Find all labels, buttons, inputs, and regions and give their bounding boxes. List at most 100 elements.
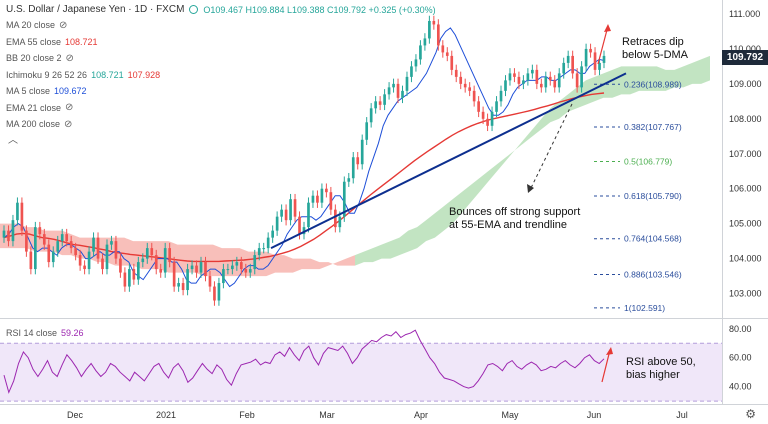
candle-body bbox=[504, 80, 507, 91]
candle-body bbox=[548, 76, 552, 81]
candle-body bbox=[468, 87, 472, 91]
price-tick-label: 109.000 bbox=[729, 79, 762, 89]
candle-body bbox=[387, 87, 391, 95]
legend-row[interactable]: MA 20 close ⊘ bbox=[6, 18, 67, 32]
candle-body bbox=[128, 269, 131, 287]
candle-body bbox=[557, 73, 561, 88]
candle-body bbox=[60, 234, 64, 242]
candle-body bbox=[517, 76, 521, 84]
candle-body bbox=[584, 48, 588, 67]
candle-body bbox=[598, 62, 601, 70]
candle-body bbox=[101, 258, 104, 270]
candle-body bbox=[307, 202, 310, 228]
candle-body bbox=[405, 76, 409, 91]
price-tick-label: 110.000 bbox=[729, 44, 761, 54]
candle-body bbox=[105, 244, 109, 270]
legend-row[interactable]: BB 20 close 2 ⊘ bbox=[6, 51, 74, 65]
candle-body bbox=[275, 216, 279, 231]
collapse-legend-icon[interactable]: ︿ bbox=[8, 135, 18, 146]
candle-body bbox=[410, 66, 413, 77]
candle-body bbox=[477, 101, 480, 112]
candle-body bbox=[450, 55, 454, 70]
legend-value: 108.721 bbox=[65, 36, 98, 47]
legend-label: EMA 55 close bbox=[6, 36, 62, 47]
candle-body bbox=[522, 80, 525, 84]
settings-gear-icon[interactable]: ⚙ bbox=[745, 407, 756, 421]
candle-body bbox=[472, 90, 476, 102]
annotation-rsi-line1: RSI above 50, bbox=[626, 356, 696, 368]
legend-label: Ichimoku 9 26 52 26 bbox=[6, 69, 88, 80]
visibility-hidden-icon[interactable]: ⊘ bbox=[65, 102, 74, 113]
candle-body bbox=[445, 52, 449, 56]
candle-body bbox=[74, 248, 77, 256]
ma5-line bbox=[3, 27, 605, 288]
legend-row[interactable]: MA 5 close 109.672 bbox=[6, 84, 87, 98]
candle-body bbox=[535, 69, 539, 84]
candle-body bbox=[51, 251, 55, 263]
candle-body bbox=[495, 101, 498, 112]
candle-body bbox=[29, 251, 33, 270]
candle-body bbox=[539, 83, 543, 88]
candle-body bbox=[284, 209, 288, 221]
candle-body bbox=[262, 248, 266, 250]
ichimoku-cloud-bullish bbox=[355, 55, 710, 266]
time-tick-label: Jun bbox=[587, 410, 602, 420]
candle-body bbox=[141, 258, 145, 263]
candle-body bbox=[499, 90, 503, 102]
price-tick-label: 108.000 bbox=[729, 114, 762, 124]
legend-value: 109.672 bbox=[54, 86, 87, 96]
candle-body bbox=[347, 178, 351, 182]
candle-body bbox=[392, 83, 395, 88]
price-tick-label: 107.000 bbox=[729, 149, 762, 159]
visibility-hidden-icon[interactable]: ⊘ bbox=[65, 52, 74, 64]
candle-body bbox=[69, 241, 73, 249]
legend-row[interactable]: EMA 21 close ⊘ bbox=[6, 101, 73, 115]
candle-body bbox=[186, 269, 189, 291]
candle-body bbox=[589, 48, 592, 53]
legend-label: MA 20 close bbox=[6, 20, 56, 30]
candle-body bbox=[320, 188, 324, 203]
fib-level-label: 0.618(105.790) bbox=[624, 191, 682, 201]
candle-body bbox=[150, 248, 154, 256]
ema55-line bbox=[3, 92, 605, 263]
legend-row[interactable]: Ichimoku 9 26 52 26 108.721 107.928 bbox=[6, 68, 160, 82]
legend-label: MA 5 close bbox=[6, 86, 51, 96]
annotation-retrace: Retraces dip below 5-DMA bbox=[622, 36, 688, 62]
candle-body bbox=[123, 272, 127, 287]
time-tick-label: 2021 bbox=[156, 410, 176, 420]
candle-body bbox=[342, 181, 346, 217]
candle-body bbox=[593, 52, 597, 70]
candle-body bbox=[369, 108, 373, 123]
visibility-hidden-icon[interactable]: ⊘ bbox=[64, 118, 73, 130]
candle-body bbox=[244, 269, 248, 273]
candle-body bbox=[441, 45, 445, 53]
visibility-hidden-icon[interactable]: ⊘ bbox=[59, 19, 68, 31]
candle-body bbox=[486, 118, 489, 126]
ichimoku-cloud-bearish bbox=[0, 223, 355, 277]
legend-row[interactable]: EMA 55 close 108.721 bbox=[6, 35, 98, 49]
time-tick-label: Jul bbox=[676, 410, 688, 420]
candle-body bbox=[602, 55, 606, 63]
legend-row[interactable]: MA 200 close ⊘ bbox=[6, 117, 72, 131]
arrow-down-head bbox=[527, 184, 534, 193]
candle-body bbox=[226, 269, 230, 271]
candle-body bbox=[87, 251, 91, 270]
rsi-tick-label: 40.00 bbox=[729, 382, 752, 392]
candle-body bbox=[454, 69, 458, 77]
candle-body bbox=[222, 269, 225, 284]
candle-body bbox=[20, 202, 24, 231]
candle-body bbox=[289, 199, 292, 221]
price-tick-label: 104.000 bbox=[729, 254, 762, 264]
candle-body bbox=[16, 202, 19, 221]
fib-level-label: 0.886(103.546) bbox=[624, 269, 682, 279]
time-tick-label: Dec bbox=[67, 410, 84, 420]
candle-body bbox=[195, 265, 198, 273]
candle-body bbox=[280, 209, 283, 217]
legend-value: 108.721 bbox=[91, 69, 124, 80]
candle-body bbox=[65, 234, 69, 242]
candle-body bbox=[401, 90, 404, 98]
legend-label: MA 200 close bbox=[6, 119, 61, 129]
candle-body bbox=[414, 59, 418, 67]
candle-body bbox=[365, 122, 369, 140]
